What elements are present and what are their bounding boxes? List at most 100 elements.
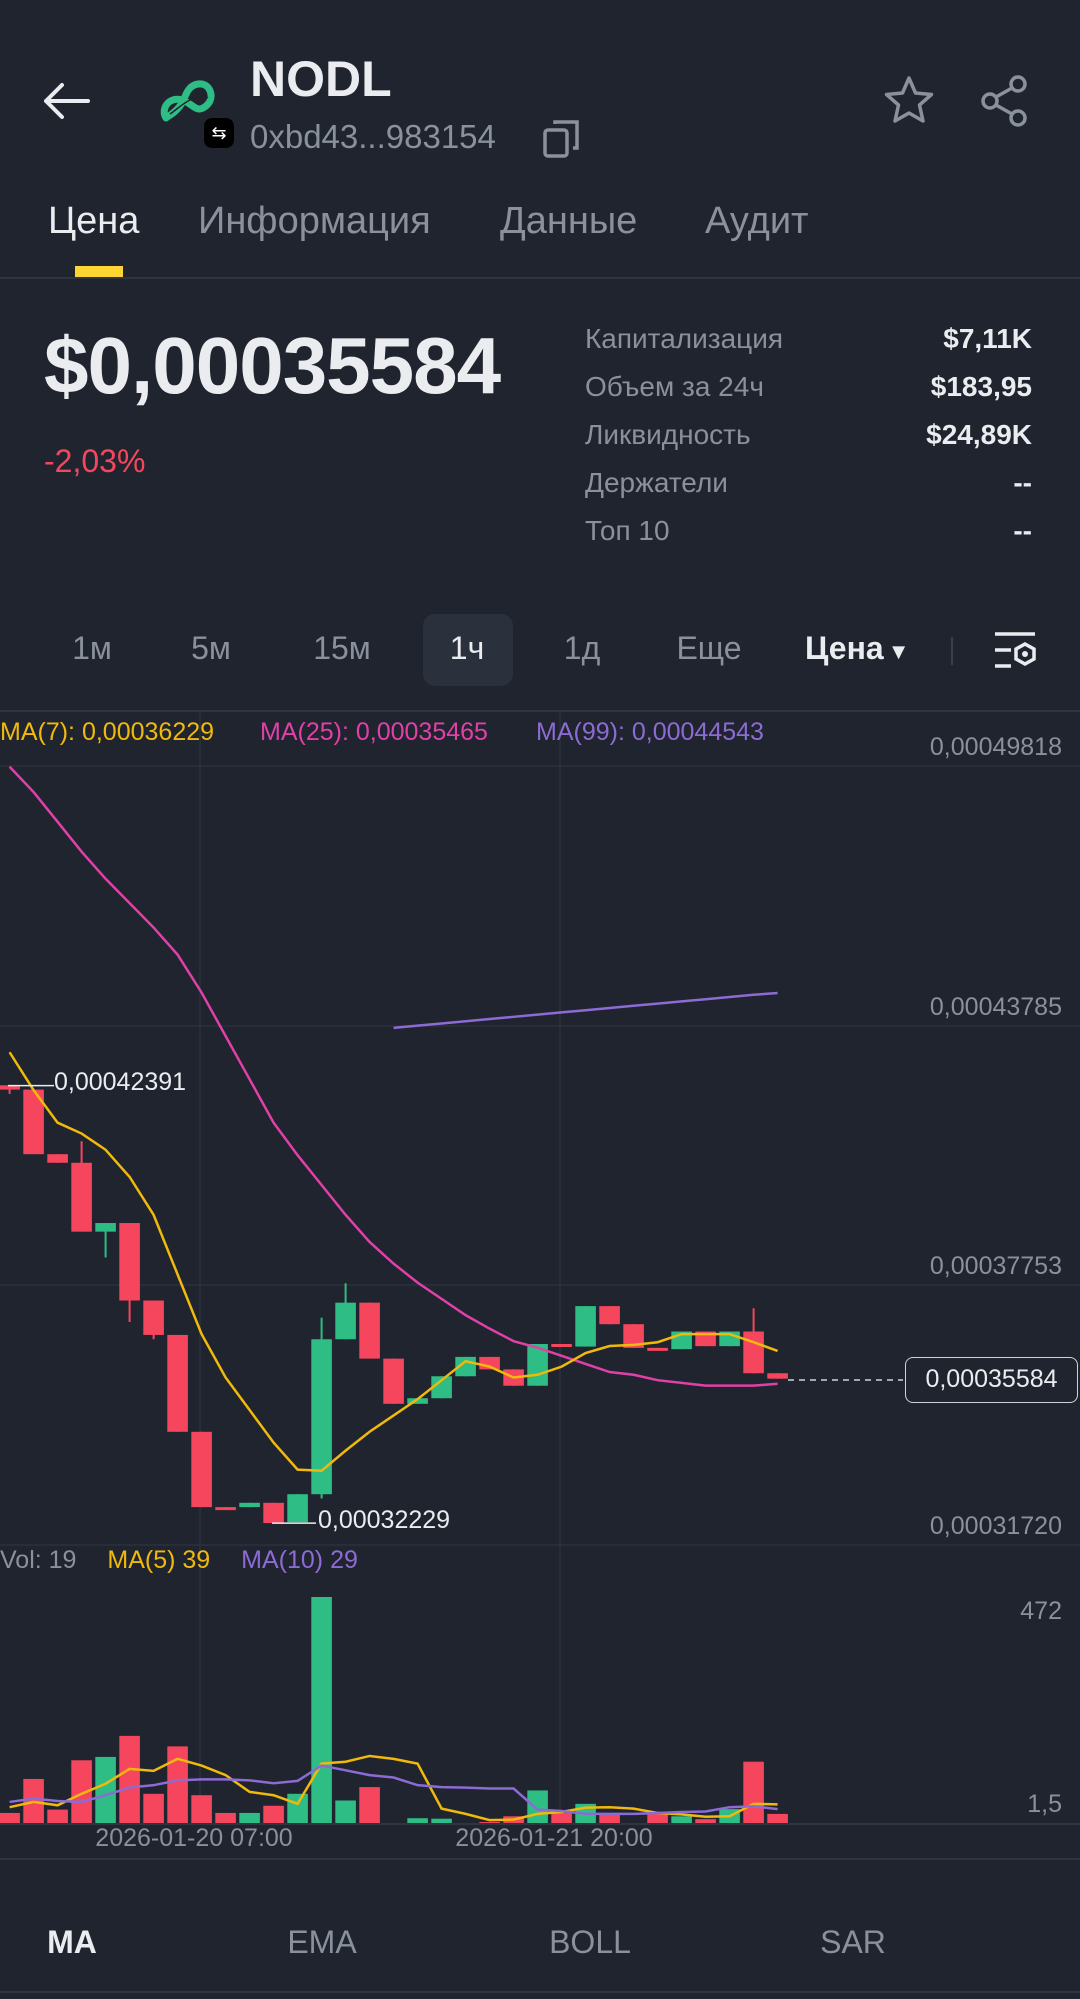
vol-tick-label: 472 [1020, 1597, 1062, 1625]
volume-bar [695, 1819, 716, 1823]
tab-audit[interactable]: Аудит [705, 200, 809, 242]
indicator-tab-ema[interactable]: EMA [287, 1924, 357, 1960]
stat-label: Топ 10 [585, 515, 670, 546]
indicator-tab-ma[interactable]: MA [47, 1924, 97, 1960]
candle-body [71, 1162, 92, 1232]
volume-bar [263, 1805, 284, 1823]
token-title: NODL [250, 51, 392, 107]
ma25-line [8, 765, 778, 1387]
volume-bar [191, 1795, 212, 1823]
volume-bar [167, 1746, 188, 1823]
candle-body [191, 1431, 212, 1508]
vol-ma5-line [9, 1754, 778, 1822]
current-price-label: 0,00035584 [905, 1357, 1078, 1403]
share-icon[interactable] [978, 74, 1032, 128]
indicator-tab-boll[interactable]: BOLL [549, 1924, 631, 1960]
volume-bar [743, 1761, 764, 1823]
back-button[interactable] [38, 78, 94, 124]
y-tick-label: 0,00031720 [929, 1512, 1062, 1540]
star-icon[interactable] [882, 74, 936, 128]
volume-bar [143, 1793, 164, 1823]
candle-body [575, 1306, 596, 1347]
volume-bar [287, 1793, 308, 1823]
interval-15m[interactable]: 15м [313, 630, 371, 666]
stat-value: $183,95 [930, 371, 1032, 402]
vol-ma5-legend: MA(5) 39 [107, 1546, 211, 1574]
volume-bar [527, 1790, 548, 1823]
candle-body [311, 1339, 332, 1495]
candle-body [239, 1502, 260, 1508]
candle-body [767, 1373, 788, 1379]
volume-legend: Vol: 19 MA(5) 39 MA(10) 29 [0, 1546, 358, 1575]
volume-bar [599, 1814, 620, 1823]
volume-bar [239, 1812, 260, 1823]
interval-more[interactable]: Еще [676, 630, 742, 666]
volume-bar [767, 1813, 788, 1823]
back-arrow-icon [44, 83, 90, 119]
candle-body [599, 1306, 620, 1325]
vol-ma10-legend: MA(10) 29 [241, 1546, 358, 1574]
volume-bar [407, 1818, 428, 1823]
candle-body [215, 1507, 236, 1511]
current-price: $0,00035584 [44, 321, 501, 410]
y-tick-label: 0,00043785 [929, 993, 1062, 1021]
candle-body [407, 1398, 428, 1404]
indicator-tab-sar[interactable]: SAR [820, 1924, 886, 1960]
volume-bar [95, 1756, 116, 1823]
candle-body [287, 1494, 308, 1523]
candle-body [47, 1154, 68, 1163]
interval-1h[interactable]: 1ч [449, 630, 485, 666]
volume-bar [47, 1809, 68, 1823]
ma7-legend: MA(7): 0,00036229 [0, 718, 215, 746]
volume-bar [647, 1812, 668, 1823]
chain-badge-icon: ⇆ [204, 118, 234, 148]
stat-label: Капитализация [585, 323, 783, 354]
vol-tick-label: 1,5 [1027, 1790, 1062, 1818]
chart-type-label: Цена [805, 630, 884, 666]
candle-body [647, 1347, 668, 1351]
price-change: -2,03% [44, 443, 146, 479]
chart-bottom-divider [0, 1858, 1080, 1860]
candle-body [743, 1331, 764, 1374]
candle-body [119, 1223, 140, 1301]
selected-interval-bg [423, 614, 513, 686]
stat-value: -- [1013, 515, 1032, 546]
stat-value: -- [1013, 467, 1032, 498]
contract-address: 0xbd43...983154 [250, 118, 496, 155]
volume-bar [431, 1818, 452, 1823]
volume-bar [311, 1597, 332, 1823]
candle-body [551, 1343, 572, 1347]
caret-down-icon: ▼ [887, 639, 910, 664]
candle-body [23, 1089, 44, 1155]
token-logo [160, 78, 218, 128]
chart-type-select[interactable]: Цена ▼ [805, 630, 909, 667]
interval-5m[interactable]: 5м [191, 630, 231, 666]
vol-ma10-line [9, 1764, 778, 1816]
copy-icon[interactable] [542, 118, 582, 158]
ma7-line [8, 1051, 779, 1472]
tab-price[interactable]: Цена [48, 200, 140, 242]
candle-body [263, 1502, 284, 1524]
bottom-divider [0, 1991, 1080, 1993]
tabs-divider [0, 277, 1080, 279]
ma99-line [393, 991, 778, 1030]
interval-1m[interactable]: 1м [72, 630, 112, 666]
y-tick-label: 0,00037753 [929, 1252, 1062, 1280]
chart-settings-icon[interactable] [992, 628, 1040, 672]
volume-bar [359, 1787, 380, 1823]
candle-body [359, 1302, 380, 1359]
volume-bar [215, 1812, 236, 1823]
interval-1d[interactable]: 1д [563, 630, 601, 666]
low-price-label: 0,00032229 [318, 1506, 451, 1534]
candle-body [167, 1334, 188, 1432]
tab-data[interactable]: Данные [500, 200, 638, 242]
volume-bar [0, 1812, 20, 1823]
stat-value: $24,89K [926, 419, 1032, 450]
x-tick-label: 2026-01-20 07:00 [95, 1824, 293, 1852]
volume-bar [119, 1735, 140, 1823]
y-tick-label: 0,00049818 [929, 733, 1062, 761]
tab-info[interactable]: Информация [198, 200, 431, 242]
active-tab-indicator [75, 266, 123, 277]
volume-bar [71, 1760, 92, 1823]
